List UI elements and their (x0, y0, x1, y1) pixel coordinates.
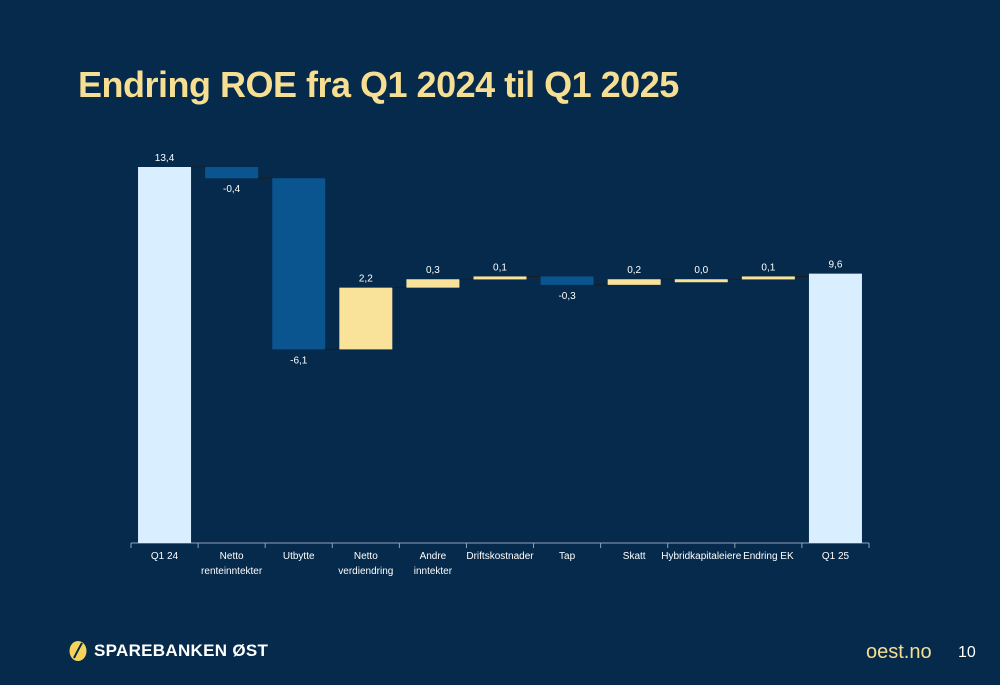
x-tick-label: Q1 24 (151, 551, 179, 562)
data-label: 2,2 (359, 274, 373, 285)
data-label: -0,3 (558, 291, 576, 302)
waterfall-bar (607, 279, 661, 285)
data-label: 13,4 (155, 153, 175, 164)
waterfall-bar (741, 276, 795, 280)
data-label: 0,0 (694, 265, 708, 276)
waterfall-bar (674, 279, 728, 283)
waterfall-bar (808, 273, 862, 543)
waterfall-bar (473, 276, 527, 280)
waterfall-bar (138, 167, 192, 543)
data-label: -0,4 (223, 184, 241, 195)
waterfall-bar (540, 276, 594, 285)
x-tick-label: Netto renteinntekter (201, 551, 263, 577)
slide-title: Endring ROE fra Q1 2024 til Q1 2025 (78, 64, 679, 105)
waterfall-bar (406, 279, 460, 288)
x-tick-label: Hybridkapitaleiere (661, 551, 741, 562)
page-number: 10 (958, 644, 976, 661)
data-label: 9,6 (829, 260, 843, 271)
waterfall-chart: 13,4 Q1 24 -0,4 Netto renteinntekter -6,1 Utby… (130, 153, 870, 577)
x-tick-label: Endring EK (743, 551, 794, 562)
brand-name: SPAREBANKEN ØST (94, 641, 269, 660)
data-label: 0,3 (426, 265, 440, 276)
x-tick-label: Driftskostnader (466, 551, 534, 562)
x-tick-label: Skatt (623, 551, 646, 562)
x-tick-label: Andre inntekter (414, 551, 453, 577)
data-label: 0,2 (627, 265, 641, 276)
waterfall-bar (272, 178, 326, 350)
x-tick-label: Tap (559, 551, 576, 562)
x-tick-label: Q1 25 (822, 551, 850, 562)
data-label: 0,1 (493, 262, 507, 273)
data-label: 0,1 (761, 262, 775, 273)
coin-leaf-icon (69, 641, 87, 661)
brand-logo: SPAREBANKEN ØST (68, 640, 268, 662)
x-tick-label: Utbytte (283, 551, 315, 562)
x-tick-label: Netto verdiendring (338, 551, 393, 577)
waterfall-bar (205, 167, 259, 179)
data-label: -6,1 (290, 355, 308, 366)
website-link[interactable]: oest.no (866, 641, 932, 663)
waterfall-bar (339, 287, 393, 350)
